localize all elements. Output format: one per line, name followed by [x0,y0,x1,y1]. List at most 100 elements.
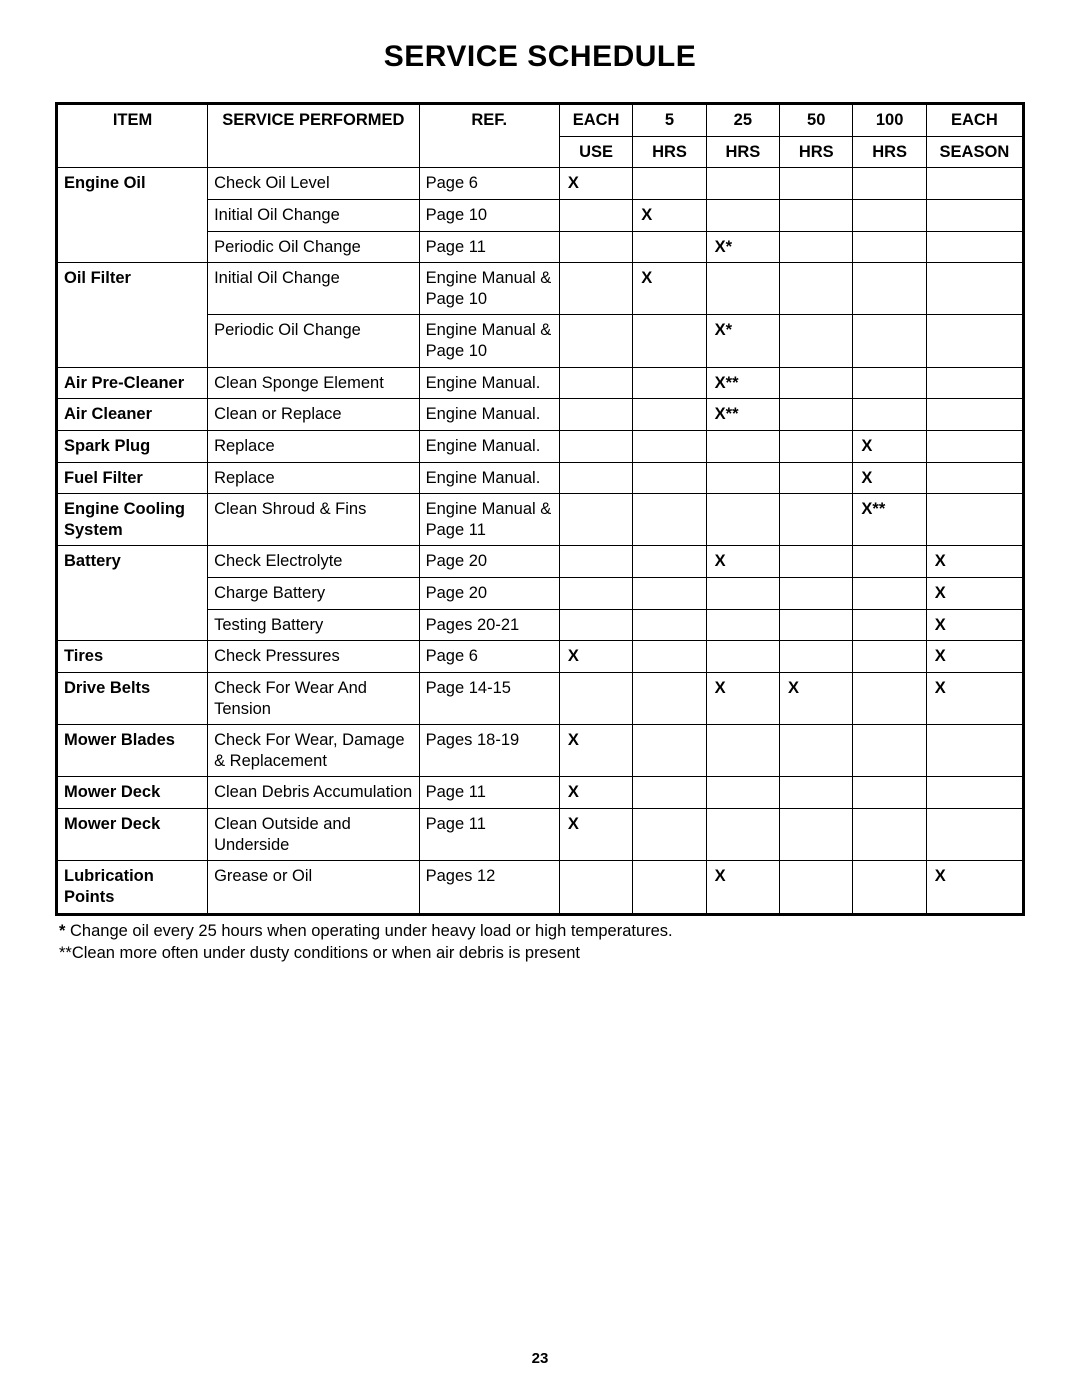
cell-each_use [559,367,632,399]
cell-h100 [853,315,926,367]
cell-h100 [853,263,926,315]
cell-h5: X [633,263,706,315]
cell-h5 [633,609,706,641]
cell-h25: X** [706,367,779,399]
cell-item: Drive Belts [57,672,208,724]
cell-h100 [853,199,926,231]
cell-h5 [633,546,706,578]
cell-season [926,231,1023,263]
footnote-1: * Change oil every 25 hours when operati… [59,920,1025,942]
cell-ref: Engine Manual & Page 10 [419,315,559,367]
cell-h50 [780,231,853,263]
cell-h100 [853,725,926,777]
header-row-1: ITEM SERVICE PERFORMED REF. EACH 5 25 50… [57,104,1024,137]
cell-service: Testing Battery [208,609,420,641]
cell-h25 [706,725,779,777]
cell-season [926,430,1023,462]
table-row: Mower BladesCheck For Wear, Damage & Rep… [57,725,1024,777]
cell-each_use [559,462,632,494]
cell-service: Clean Outside and Underside [208,809,420,861]
cell-item: Spark Plug [57,430,208,462]
cell-h25: X [706,546,779,578]
cell-item: Mower Deck [57,809,208,861]
cell-season [926,809,1023,861]
cell-season: X [926,609,1023,641]
cell-each_use: X [559,809,632,861]
cell-h100: X [853,462,926,494]
cell-service: Clean Debris Accumulation [208,777,420,809]
cell-season [926,462,1023,494]
cell-season: X [926,861,1023,914]
header-25hrs-1: 25 [706,104,779,137]
table-row: Spark PlugReplaceEngine Manual.X [57,430,1024,462]
footnote-2: **Clean more often under dusty condition… [59,942,1025,964]
cell-h100 [853,777,926,809]
table-row: Fuel FilterReplaceEngine Manual.X [57,462,1024,494]
cell-ref: Page 10 [419,199,559,231]
cell-h25 [706,609,779,641]
service-schedule-table: ITEM SERVICE PERFORMED REF. EACH 5 25 50… [55,102,1025,916]
cell-h5 [633,168,706,200]
table-row: Lubrication PointsGrease or OilPages 12X… [57,861,1024,914]
cell-h50: X [780,672,853,724]
header-100hrs-1: 100 [853,104,926,137]
cell-item: Engine Oil [57,168,208,263]
cell-item: Engine Cooling System [57,494,208,546]
cell-h25 [706,430,779,462]
cell-ref: Engine Manual & Page 11 [419,494,559,546]
cell-h25 [706,263,779,315]
cell-h100 [853,168,926,200]
cell-season [926,777,1023,809]
cell-ref: Page 11 [419,231,559,263]
page-title: SERVICE SCHEDULE [55,40,1025,74]
cell-item: Oil Filter [57,263,208,368]
cell-ref: Engine Manual. [419,462,559,494]
cell-h50 [780,168,853,200]
table-row: TiresCheck PressuresPage 6XX [57,641,1024,673]
table-row: Mower DeckClean Outside and UndersidePag… [57,809,1024,861]
header-100hrs-2: HRS [853,136,926,168]
cell-h5: X [633,199,706,231]
table-row: Engine Cooling SystemClean Shroud & Fins… [57,494,1024,546]
cell-h25 [706,168,779,200]
cell-service: Check Oil Level [208,168,420,200]
header-50hrs-2: HRS [780,136,853,168]
cell-h100 [853,861,926,914]
cell-service: Clean Sponge Element [208,367,420,399]
cell-h25: X* [706,231,779,263]
cell-ref: Engine Manual. [419,399,559,431]
cell-h25: X [706,672,779,724]
cell-each_use [559,672,632,724]
cell-ref: Pages 18-19 [419,725,559,777]
cell-h5 [633,462,706,494]
cell-h5 [633,777,706,809]
cell-each_use [559,609,632,641]
cell-ref: Page 6 [419,168,559,200]
cell-service: Check For Wear And Tension [208,672,420,724]
cell-each_use: X [559,641,632,673]
cell-h5 [633,809,706,861]
cell-h50 [780,641,853,673]
cell-season [926,168,1023,200]
cell-service: Periodic Oil Change [208,231,420,263]
cell-h5 [633,315,706,367]
cell-ref: Pages 12 [419,861,559,914]
table-row: Air Pre-CleanerClean Sponge ElementEngin… [57,367,1024,399]
cell-service: Initial Oil Change [208,199,420,231]
header-season-2: SEASON [926,136,1023,168]
cell-service: Clean Shroud & Fins [208,494,420,546]
table-row: BatteryCheck ElectrolytePage 20XX [57,546,1024,578]
cell-h25 [706,578,779,610]
cell-item: Battery [57,546,208,641]
cell-season: X [926,672,1023,724]
cell-each_use [559,578,632,610]
cell-season [926,315,1023,367]
cell-each_use: X [559,725,632,777]
cell-each_use: X [559,168,632,200]
cell-h50 [780,462,853,494]
cell-each_use [559,861,632,914]
header-season-1: EACH [926,104,1023,137]
cell-season [926,199,1023,231]
cell-season: X [926,546,1023,578]
cell-h25 [706,199,779,231]
